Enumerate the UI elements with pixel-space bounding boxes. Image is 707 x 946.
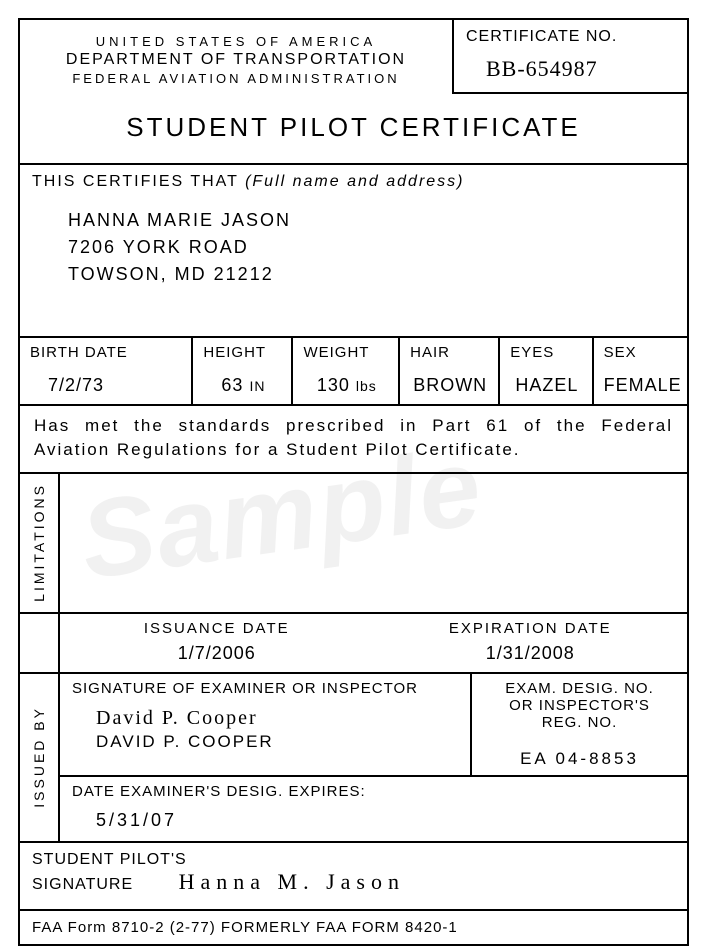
desig-expires-row: DATE EXAMINER'S DESIG. EXPIRES: 5/31/07 xyxy=(60,777,687,841)
pilot-address-1: 7206 YORK ROAD xyxy=(68,234,687,261)
standards-text: Has met the standards prescribed in Part… xyxy=(20,406,687,472)
examiner-regno-cell: EXAM. DESIG. NO. OR INSPECTOR'S REG. NO.… xyxy=(472,674,687,775)
pilot-signature-value: Hanna M. Jason xyxy=(179,869,405,894)
dates-spacer xyxy=(20,614,60,672)
country-line: UNITED STATES OF AMERICA xyxy=(28,34,444,49)
form-number-row: FAA Form 8710-2 (2-77) FORMERLY FAA FORM… xyxy=(20,911,687,944)
expiration-date-value: 1/31/2008 xyxy=(386,643,676,664)
expiration-date-label: EXPIRATION DATE xyxy=(386,620,676,637)
sex-value: FEMALE xyxy=(604,375,679,396)
header-row: UNITED STATES OF AMERICA DEPARTMENT OF T… xyxy=(20,20,687,94)
certifies-line: THIS CERTIFIES THAT (Full name and addre… xyxy=(20,165,687,191)
physical-attributes-row: BIRTH DATE 7/2/73 HEIGHT 63 IN WEIGHT 13… xyxy=(20,338,687,406)
regno-label-2: OR INSPECTOR'S xyxy=(482,697,677,714)
issued-by-row: ISSUED BY SIGNATURE OF EXAMINER OR INSPE… xyxy=(20,674,687,843)
pilot-signature-label-1: STUDENT PILOT'S xyxy=(32,851,675,869)
dates-row: ISSUANCE DATE 1/7/2006 EXPIRATION DATE 1… xyxy=(20,614,687,674)
certificate-number-box: CERTIFICATE NO. BB-654987 xyxy=(452,20,687,94)
desig-expires-label: DATE EXAMINER'S DESIG. EXPIRES: xyxy=(72,783,675,800)
examiner-signature-print: DAVID P. COOPER xyxy=(96,732,458,752)
expiration-date-cell: EXPIRATION DATE 1/31/2008 xyxy=(374,614,688,672)
pilot-name: HANNA MARIE JASON xyxy=(68,207,687,234)
pilot-signature-cell: STUDENT PILOT'S SIGNATURE Hanna M. Jason xyxy=(20,843,687,909)
standards-row: Has met the standards prescribed in Part… xyxy=(20,406,687,474)
limitations-label: LIMITATIONS xyxy=(31,483,47,602)
name-address-block: HANNA MARIE JASON 7206 YORK ROAD TOWSON,… xyxy=(20,191,687,336)
weight-cell: WEIGHT 130 lbs xyxy=(293,338,400,404)
admin-line: FEDERAL AVIATION ADMINISTRATION xyxy=(28,71,444,86)
height-value: 63 IN xyxy=(203,375,283,396)
desig-expires-value: 5/31/07 xyxy=(96,810,675,831)
sex-label: SEX xyxy=(604,344,679,361)
limitations-content xyxy=(60,474,687,612)
certifies-section: THIS CERTIFIES THAT (Full name and addre… xyxy=(20,165,687,338)
certificate-number-label: CERTIFICATE NO. xyxy=(466,28,675,46)
birth-date-cell: BIRTH DATE 7/2/73 xyxy=(20,338,193,404)
issued-by-content: SIGNATURE OF EXAMINER OR INSPECTOR David… xyxy=(60,674,687,841)
dept-line: DEPARTMENT OF TRANSPORTATION xyxy=(28,51,444,69)
title-row: STUDENT PILOT CERTIFICATE xyxy=(20,94,687,165)
height-label: HEIGHT xyxy=(203,344,283,361)
hair-cell: HAIR BROWN xyxy=(400,338,500,404)
hair-label: HAIR xyxy=(410,344,490,361)
limitations-row: LIMITATIONS xyxy=(20,474,687,614)
examiner-signature-cell: SIGNATURE OF EXAMINER OR INSPECTOR David… xyxy=(60,674,472,775)
sex-cell: SEX FEMALE xyxy=(594,338,687,404)
issuance-date-cell: ISSUANCE DATE 1/7/2006 xyxy=(60,614,374,672)
issued-by-label: ISSUED BY xyxy=(31,706,47,808)
weight-label: WEIGHT xyxy=(303,344,390,361)
agency-header: UNITED STATES OF AMERICA DEPARTMENT OF T… xyxy=(20,20,452,94)
certificate-number-value: BB-654987 xyxy=(466,56,675,82)
height-cell: HEIGHT 63 IN xyxy=(193,338,293,404)
pilot-signature-row: STUDENT PILOT'S SIGNATURE Hanna M. Jason xyxy=(20,843,687,911)
certificate-title: STUDENT PILOT CERTIFICATE xyxy=(20,94,687,163)
limitations-label-cell: LIMITATIONS xyxy=(20,474,60,612)
regno-label-1: EXAM. DESIG. NO. xyxy=(482,680,677,697)
hair-value: BROWN xyxy=(410,375,490,396)
pilot-signature-label-2: SIGNATURE xyxy=(32,876,133,893)
pilot-signature-line: SIGNATURE Hanna M. Jason xyxy=(32,869,675,895)
regno-label-3: REG. NO. xyxy=(482,714,677,731)
pilot-address-2: TOWSON, MD 21212 xyxy=(68,261,687,288)
birth-date-value: 7/2/73 xyxy=(30,375,183,396)
certifies-hint: (Full name and address) xyxy=(245,173,464,190)
certifies-prefix: THIS CERTIFIES THAT xyxy=(32,173,239,190)
weight-value: 130 lbs xyxy=(303,375,390,396)
eyes-label: EYES xyxy=(510,344,583,361)
issued-by-label-cell: ISSUED BY xyxy=(20,674,60,841)
examiner-signature-label: SIGNATURE OF EXAMINER OR INSPECTOR xyxy=(72,680,458,697)
eyes-cell: EYES HAZEL xyxy=(500,338,593,404)
issuance-date-label: ISSUANCE DATE xyxy=(72,620,362,637)
form-number-text: FAA Form 8710-2 (2-77) FORMERLY FAA FORM… xyxy=(20,911,470,944)
examiner-signature-row: SIGNATURE OF EXAMINER OR INSPECTOR David… xyxy=(60,674,687,777)
regno-value: EA 04-8853 xyxy=(482,749,677,769)
eyes-value: HAZEL xyxy=(510,375,583,396)
issuance-date-value: 1/7/2006 xyxy=(72,643,362,664)
examiner-signature-script: David P. Cooper xyxy=(96,707,458,730)
birth-date-label: BIRTH DATE xyxy=(30,344,183,361)
certificate-form: Sample UNITED STATES OF AMERICA DEPARTME… xyxy=(18,18,689,946)
